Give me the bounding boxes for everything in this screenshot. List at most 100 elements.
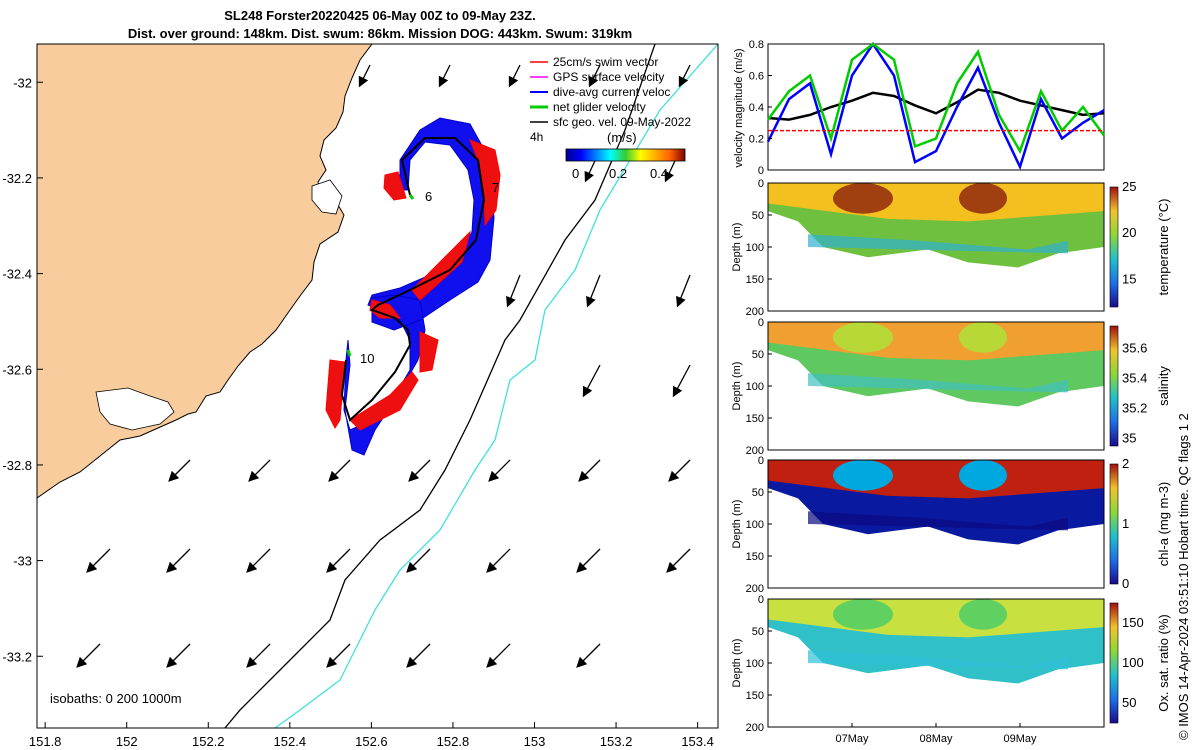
profile-colorbar-tick: 35.2 xyxy=(1122,401,1147,416)
profile-y-tick-label: 50 xyxy=(752,210,764,222)
map-x-ticks: 151.8 152 152.2 152.4 152.6 152.8 153 153.2 153.… xyxy=(29,722,714,749)
geo-velocity-arrow xyxy=(582,364,601,398)
velocity-y-tick-label: 0.6 xyxy=(749,71,764,83)
geo-velocity-arrow xyxy=(168,459,191,482)
profile-ylabel: Depth (m) xyxy=(731,500,743,549)
map-y-tick-label: -32.4 xyxy=(2,267,32,282)
colorbar-tick-2: 0.4 xyxy=(650,166,668,181)
profile-colorbar-tick: 100 xyxy=(1122,655,1144,670)
profile-y-tick-label: 50 xyxy=(752,487,764,499)
geo-velocity-arrow xyxy=(486,643,511,668)
land-mass xyxy=(37,44,373,499)
profile-panel: 0 50 100 150 200 Depth (m) 15 20 25 temperature (… xyxy=(731,178,1171,318)
profile-y-tick-label: 200 xyxy=(746,445,764,457)
map-x-tick-label: 152.6 xyxy=(355,734,388,749)
map-panel: 6 7 10 151.8 152 152.2 152.4 152.6 152.8 153 15… xyxy=(2,43,719,749)
map-x-tick-label: 151.8 xyxy=(29,734,62,749)
legend-label-gps: GPS surface velocity xyxy=(553,70,664,84)
profile-panel: 0 50 100 150 200 Depth (m) 0 1 2 chl-a (mg m-3) xyxy=(731,455,1171,595)
time-x-tick-label: 09May xyxy=(1003,733,1037,745)
geo-velocity-arrow xyxy=(328,459,351,482)
profile-colorbar-tick: 35.6 xyxy=(1122,341,1147,356)
profile-patch xyxy=(959,183,1007,214)
profile-patch xyxy=(959,599,1007,630)
geo-velocity-arrow xyxy=(86,548,111,573)
geo-velocity-arrow xyxy=(246,643,271,668)
profile-colorbar-tick: 25 xyxy=(1122,179,1136,194)
map-y-ticks: -32 -32.2 -32.4 -32.6 -32.8 -33 -33.2 xyxy=(2,75,43,664)
estuary-shape xyxy=(95,387,175,431)
profile-ylabel: Depth (m) xyxy=(731,223,743,272)
velocity-y-tick-label: 0 xyxy=(758,165,764,177)
profile-colorbar-label: chl-a (mg m-3) xyxy=(1156,482,1171,567)
chart-title: SL248 Forster20220425 06-May 00Z to 09-M… xyxy=(224,8,536,23)
geo-velocity-arrows xyxy=(76,64,691,668)
geo-velocity-arrow xyxy=(588,64,601,88)
geo-velocity-arrow xyxy=(326,643,351,668)
profile-y-tick-label: 100 xyxy=(746,381,764,393)
net-glider-velocity-start xyxy=(346,349,352,357)
map-axes-frame xyxy=(36,43,719,729)
profile-colorbar-label: Ox. sat. ratio (%) xyxy=(1156,614,1171,712)
velocity-series xyxy=(766,41,1106,171)
profile-y-tick-label: 150 xyxy=(746,274,764,286)
geo-velocity-arrow xyxy=(672,364,691,398)
isobaths-label: isobaths: 0 200 1000m xyxy=(50,691,182,706)
legend-label-swim: 25cm/s swim vector xyxy=(553,55,658,69)
map-y-tick-label: -33 xyxy=(13,554,32,569)
profile-y-tick-label: 0 xyxy=(758,178,764,190)
profile-colorbar-tick: 50 xyxy=(1122,695,1136,710)
geo-velocity-arrow xyxy=(578,459,601,482)
speed-colorbar xyxy=(565,148,686,162)
lake-shape xyxy=(311,179,343,215)
profile-colorbar xyxy=(1109,325,1119,447)
geo-velocity-arrow xyxy=(406,643,431,668)
geo-velocity-arrow xyxy=(76,643,101,668)
net-glider-velocity-vector xyxy=(408,194,415,200)
velocity-y-tick-label: 0.2 xyxy=(749,134,764,146)
geo-velocity-arrow xyxy=(678,64,691,88)
hour-marker-label: 4h xyxy=(530,130,543,144)
geo-velocity-arrow xyxy=(576,643,601,668)
profile-colorbar-tick: 20 xyxy=(1122,225,1136,240)
profile-colorbar-tick: 0 xyxy=(1122,576,1129,591)
profile-y-tick-label: 200 xyxy=(746,722,764,734)
profile-y-tick-label: 150 xyxy=(746,551,764,563)
time-x-ticks: 07May 08May 09May xyxy=(835,723,1037,745)
geo-velocity-arrow xyxy=(486,548,511,573)
profile-ylabel: Depth (m) xyxy=(731,639,743,688)
map-y-tick-label: -32.2 xyxy=(2,171,32,186)
map-x-tick-label: 152 xyxy=(116,734,138,749)
profile-mid-layer xyxy=(808,511,1068,531)
legend-label-net: net glider velocity xyxy=(553,100,646,114)
geo-velocity-arrow xyxy=(666,548,691,573)
geo-velocity-arrow xyxy=(676,274,691,308)
map-y-tick-label: -33.2 xyxy=(2,649,32,664)
geo-velocity-arrow xyxy=(408,459,431,482)
profile-colorbar-tick: 1 xyxy=(1122,516,1129,531)
waypoint-label-6: 6 xyxy=(425,189,432,204)
map-x-tick-label: 153.4 xyxy=(681,734,714,749)
profile-patch xyxy=(959,322,1007,353)
map-legend: 25cm/s swim vector GPS surface velocity … xyxy=(530,55,691,181)
geo-velocity-arrow xyxy=(248,459,271,482)
velocity-panel: 0 0.2 0.4 0.6 0.8 velocity magnitude (m/s) xyxy=(733,39,1106,177)
profile-colorbar-tick: 150 xyxy=(1122,615,1144,630)
map-y-tick-label: -32.6 xyxy=(2,362,32,377)
profile-patch xyxy=(833,183,893,214)
chart-subtitle: Dist. over ground: 148km. Dist. swum: 86… xyxy=(127,26,633,41)
swim-vector-fringe xyxy=(325,139,501,431)
velocity-y-tick-label: 0.4 xyxy=(749,102,764,114)
profile-y-tick-label: 0 xyxy=(758,594,764,606)
footer-note: © IMOS 14-Apr-2024 03:51:10 Hobart time.… xyxy=(1176,413,1191,740)
map-y-tick-label: -32 xyxy=(13,75,32,90)
geo-velocity-arrow xyxy=(438,64,451,88)
colorbar-tick-0: 0 xyxy=(572,166,579,181)
profile-panel: 0 50 100 150 200 Depth (m) 50 100 150 Ox. sat. ra… xyxy=(731,594,1171,734)
profile-mid-layer xyxy=(808,650,1068,670)
profile-colorbar-tick: 35 xyxy=(1122,431,1136,446)
profile-colorbar-tick: 35.4 xyxy=(1122,371,1147,386)
velocity-y-tick-label: 0.8 xyxy=(749,39,764,51)
